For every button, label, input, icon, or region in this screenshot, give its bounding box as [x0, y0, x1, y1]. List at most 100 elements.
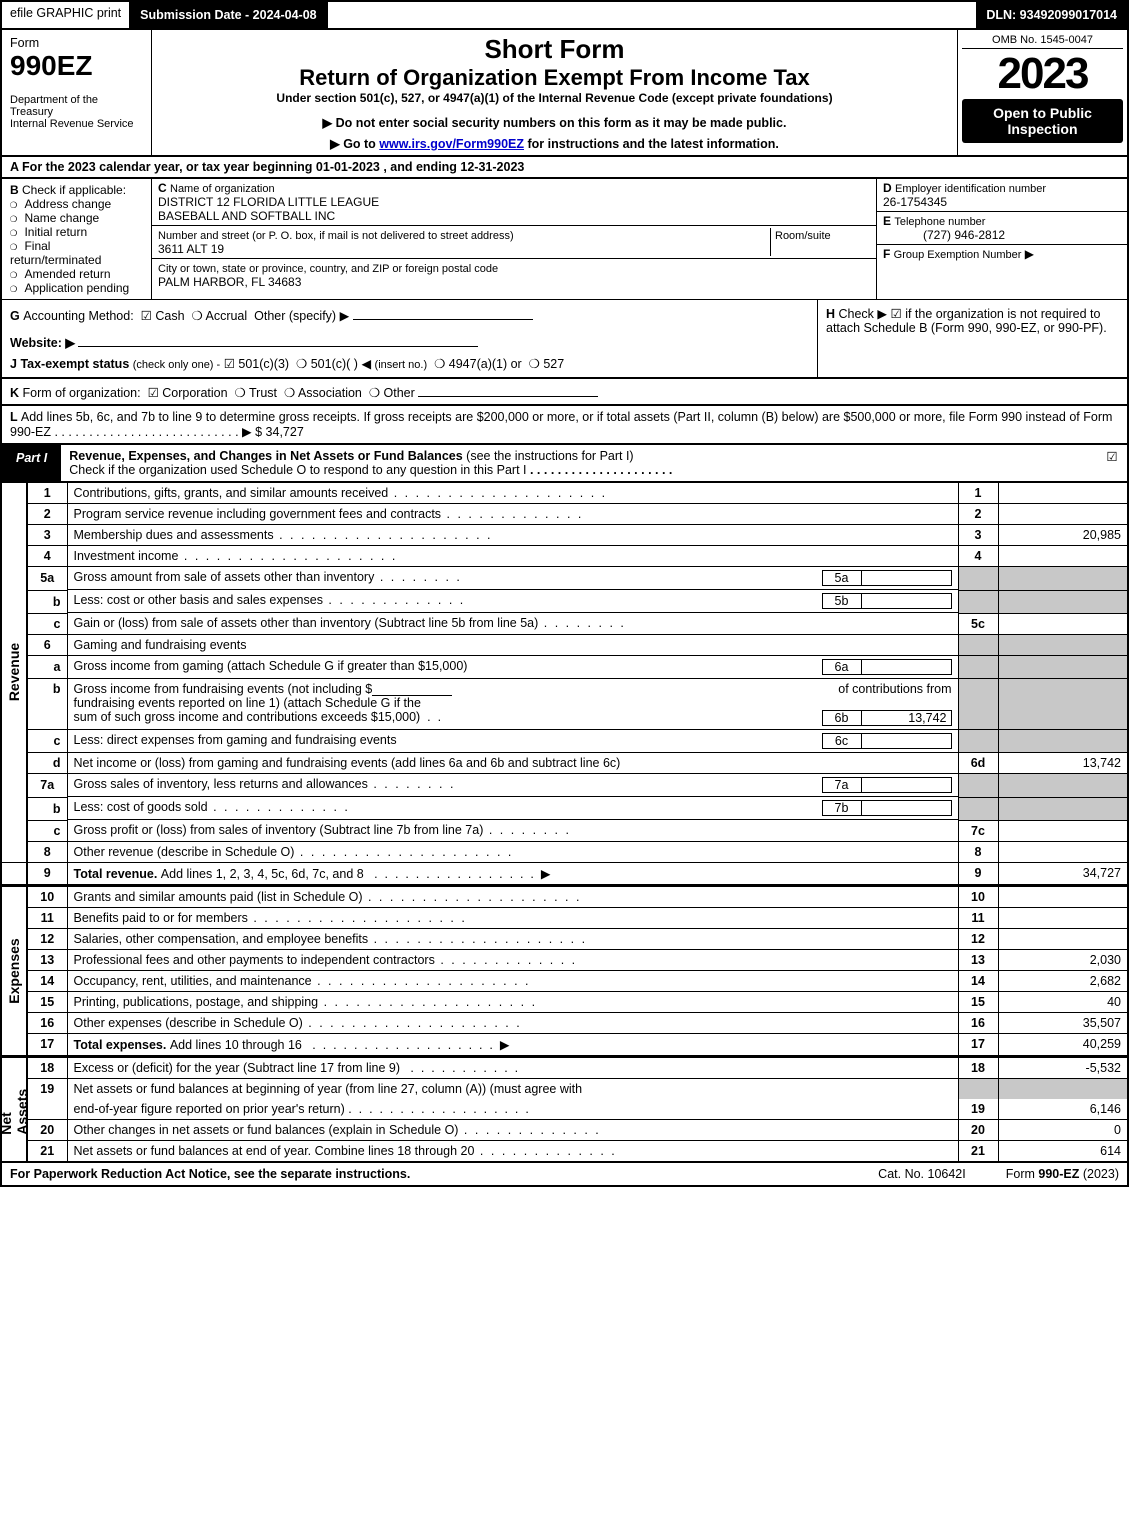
line-6d-desc: Net income or (loss) from gaming and fun…: [74, 756, 621, 770]
checkbox-amended-return[interactable]: ❍: [10, 267, 24, 281]
checkbox-name-change[interactable]: ❍: [10, 211, 24, 225]
cat-no: Cat. No. 10642I: [878, 1167, 966, 1181]
line-7c-val: [998, 820, 1128, 841]
form-org-label: Form of organization:: [23, 386, 141, 400]
checkbox-association[interactable]: ❍: [284, 386, 298, 400]
line-17-val: 40,259: [998, 1033, 1128, 1055]
tax-year: 2023: [962, 49, 1123, 99]
arrow-icon: ▶: [1025, 247, 1034, 261]
line-7a-val: [862, 777, 952, 793]
checkbox-accrual[interactable]: ❍: [191, 309, 205, 323]
line-6b-blank[interactable]: [372, 682, 452, 696]
irs-link[interactable]: www.irs.gov/Form990EZ: [379, 137, 524, 151]
page-footer: For Paperwork Reduction Act Notice, see …: [0, 1163, 1129, 1187]
revenue-table: Revenue 1Contributions, gifts, grants, a…: [0, 483, 1129, 885]
efile-label: efile GRAPHIC print: [2, 2, 130, 28]
line-8-desc: Other revenue (describe in Schedule O): [74, 845, 514, 859]
checkbox-schedule-o[interactable]: ☑: [1106, 450, 1117, 464]
org-info-row: B Check if applicable: ❍ Address change …: [0, 179, 1129, 300]
line-2-desc: Program service revenue including govern…: [74, 507, 584, 521]
line-16-val: 35,507: [998, 1012, 1128, 1033]
line-20-val: 0: [998, 1119, 1128, 1140]
line-21-val: 614: [998, 1140, 1128, 1162]
line-15-desc: Printing, publications, postage, and shi…: [74, 995, 538, 1009]
section-K: K Form of organization: ☑ Corporation ❍ …: [0, 379, 1129, 406]
submission-date: Submission Date - 2024-04-08: [130, 2, 327, 28]
short-form-title: Short Form: [160, 34, 949, 65]
line-5c-desc: Gain or (loss) from sale of assets other…: [74, 616, 626, 630]
line-16-desc: Other expenses (describe in Schedule O): [74, 1016, 522, 1030]
section-A: A For the 2023 calendar year, or tax yea…: [0, 157, 1129, 179]
line-5a-val: [862, 570, 952, 586]
part-1-tab: Part I: [2, 445, 61, 481]
other-specify-input[interactable]: [353, 306, 533, 320]
line-13-desc: Professional fees and other payments to …: [74, 953, 578, 967]
part-1-check-line: Check if the organization used Schedule …: [69, 463, 526, 477]
checkbox-corporation[interactable]: ☑: [148, 386, 163, 400]
phone-label: Telephone number: [894, 216, 985, 228]
form-number: 990EZ: [10, 50, 143, 82]
line-11-val: [998, 907, 1128, 928]
line-12-val: [998, 928, 1128, 949]
checkbox-application-pending[interactable]: ❍: [10, 281, 24, 295]
line-5b-desc: Less: cost or other basis and sales expe…: [74, 593, 822, 609]
return-title: Return of Organization Exempt From Incom…: [160, 65, 949, 91]
room-label: Room/suite: [775, 230, 831, 242]
checkbox-final-return[interactable]: ❍: [10, 239, 24, 253]
checkbox-501c[interactable]: ❍: [296, 357, 311, 371]
line-9-val: 34,727: [998, 862, 1128, 884]
org-city: PALM HARBOR, FL 34683: [158, 275, 301, 289]
line-7b-val: [862, 800, 952, 816]
line-5c-val: [998, 613, 1128, 634]
arrow-icon: ▶: [330, 137, 343, 151]
dept-treasury: Department of the Treasury: [10, 94, 143, 118]
accounting-method-label: Accounting Method:: [23, 309, 134, 323]
form-ref: 990-EZ: [1038, 1167, 1079, 1181]
checkbox-527[interactable]: ❍: [529, 357, 544, 371]
group-exemption-label: Group Exemption Number: [894, 249, 1022, 261]
gross-receipts-amount: $ 34,727: [255, 425, 304, 439]
org-name-label: Name of organization: [170, 183, 275, 195]
part-1-title: Revenue, Expenses, and Changes in Net As…: [69, 449, 462, 463]
line-6c-desc: Less: direct expenses from gaming and fu…: [74, 733, 822, 749]
line-6a-val: [862, 659, 952, 675]
line-7a-desc: Gross sales of inventory, less returns a…: [74, 777, 822, 793]
line-2-val: [998, 504, 1128, 525]
ein-label: Employer identification number: [895, 183, 1046, 195]
line-7b-desc: Less: cost of goods sold: [74, 800, 822, 816]
tax-exempt-label: Tax-exempt status: [20, 357, 129, 371]
check-arrow: Check ▶: [839, 307, 888, 321]
line-11-desc: Benefits paid to or for members: [74, 911, 467, 925]
line-10-val: [998, 886, 1128, 908]
line-3-val: 20,985: [998, 525, 1128, 546]
checkbox-trust[interactable]: ❍: [235, 386, 249, 400]
website-input[interactable]: [78, 333, 478, 347]
checkbox-501c3[interactable]: ☑: [224, 357, 239, 371]
netassets-table: Net Assets 18Excess or (deficit) for the…: [0, 1056, 1129, 1163]
city-label: City or town, state or province, country…: [158, 263, 498, 275]
line-20-desc: Other changes in net assets or fund bala…: [74, 1123, 601, 1137]
line-14-desc: Occupancy, rent, utilities, and maintena…: [74, 974, 531, 988]
section-L: L Add lines 5b, 6c, and 7b to line 9 to …: [0, 406, 1129, 445]
line-14-val: 2,682: [998, 970, 1128, 991]
other-org-input[interactable]: [418, 383, 598, 397]
checkbox-initial-return[interactable]: ❍: [10, 225, 24, 239]
calendar-year-text: For the 2023 calendar year, or tax year …: [22, 160, 524, 174]
line-6d-val: 13,742: [998, 753, 1128, 774]
checkbox-4947[interactable]: ❍: [434, 357, 449, 371]
checkbox-cash[interactable]: ☑: [141, 309, 156, 323]
expenses-table: Expenses 10Grants and similar amounts pa…: [0, 885, 1129, 1056]
line-6b-val: 13,742: [862, 710, 952, 726]
section-GHIJ: G Accounting Method: ☑ Cash ❍ Accrual Ot…: [0, 300, 1129, 379]
line-6-desc: Gaming and fundraising events: [67, 634, 958, 655]
line-19-val: 6,146: [998, 1099, 1128, 1120]
expenses-vlabel: Expenses: [6, 938, 22, 1003]
goto-post: for instructions and the latest informat…: [528, 137, 779, 151]
line-12-desc: Salaries, other compensation, and employ…: [74, 932, 588, 946]
checkbox-address-change[interactable]: ❍: [10, 197, 24, 211]
checkbox-schedule-b[interactable]: ☑: [891, 307, 906, 321]
ssn-warning: Do not enter social security numbers on …: [336, 116, 787, 130]
check-applicable-label: Check if applicable:: [22, 183, 126, 197]
line-7c-desc: Gross profit or (loss) from sales of inv…: [74, 823, 571, 837]
checkbox-other-org[interactable]: ❍: [369, 386, 384, 400]
